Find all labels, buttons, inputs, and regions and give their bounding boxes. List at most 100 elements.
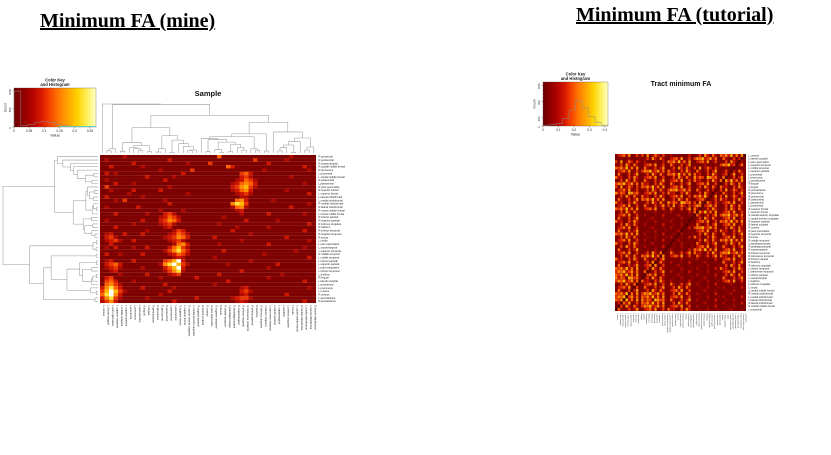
svg-text:L.inferior parietal: L.inferior parietal xyxy=(319,259,339,263)
svg-text:0.25: 0.25 xyxy=(87,129,93,133)
svg-text:L.supramarginal: L.supramarginal xyxy=(718,314,721,326)
svg-text:L.precentral: L.precentral xyxy=(319,171,333,175)
svg-text:200: 200 xyxy=(537,116,541,121)
svg-text:L.pericalcarine: L.pericalcarine xyxy=(138,306,142,323)
svg-text:0: 0 xyxy=(8,127,12,129)
svg-text:R.pericalcarine: R.pericalcarine xyxy=(645,314,648,325)
svg-text:L.transverse temporal: L.transverse temporal xyxy=(749,270,774,274)
svg-text:L.paracentral: L.paracentral xyxy=(319,181,335,185)
svg-text:R.lingual: R.lingual xyxy=(640,314,642,321)
svg-text:R.superior temporal: R.superior temporal xyxy=(215,306,219,329)
svg-text:L.supramarginal: L.supramarginal xyxy=(278,306,282,325)
svg-text:R.supramarginal: R.supramarginal xyxy=(319,161,338,165)
svg-text:R.inferior temporal: R.inferior temporal xyxy=(319,229,341,233)
svg-text:R.isthmus cingulate: R.isthmus cingulate xyxy=(319,222,342,226)
svg-text:R.lingual: R.lingual xyxy=(749,182,759,186)
svg-text:R.superior temporal: R.superior temporal xyxy=(682,314,685,329)
svg-text:R.parahippocampal: R.parahippocampal xyxy=(692,314,695,329)
svg-text:R.lateral orbitofrontal: R.lateral orbitofrontal xyxy=(314,306,318,330)
right-col-labels: L.cuneus L.lateral occipital L.pars opercu… xyxy=(616,314,747,333)
svg-text:0.1: 0.1 xyxy=(42,129,47,133)
svg-text:L.supramarginal: L.supramarginal xyxy=(749,276,768,280)
svg-text:L.parahippocampal: L.parahippocampal xyxy=(690,314,693,328)
svg-text:L.middle temporal: L.middle temporal xyxy=(120,306,124,327)
svg-text:L.precuneus: L.precuneus xyxy=(749,175,764,179)
svg-text:R.superior parietal: R.superior parietal xyxy=(197,306,201,328)
svg-text:L.superior temporal: L.superior temporal xyxy=(319,249,342,253)
svg-text:R.superior parietal: R.superior parietal xyxy=(749,219,770,223)
right-heatmap-title: Tract minimum FA xyxy=(651,81,712,88)
svg-text:L.fusiform: L.fusiform xyxy=(721,314,724,322)
svg-text:R.pericalcarine: R.pericalcarine xyxy=(152,306,156,324)
svg-text:Count: Count xyxy=(533,99,537,108)
svg-text:0: 0 xyxy=(542,128,544,132)
svg-text:L.entorhinal: L.entorhinal xyxy=(745,314,748,323)
svg-text:L.superior temporal: L.superior temporal xyxy=(624,314,627,329)
svg-text:R.pericalcarine: R.pericalcarine xyxy=(319,299,337,303)
svg-text:L.rostral middle frontal: L.rostral middle frontal xyxy=(319,212,345,216)
svg-text:R.caudal middle frontal: R.caudal middle frontal xyxy=(749,304,776,308)
svg-text:R.rostral middle frontal: R.rostral middle frontal xyxy=(319,208,346,212)
svg-text:R.superior temporal: R.superior temporal xyxy=(319,232,342,236)
svg-text:R.caudal anterior cingulate: R.caudal anterior cingulate xyxy=(749,213,780,217)
svg-text:Value: Value xyxy=(50,134,59,138)
svg-text:L.middle temporal: L.middle temporal xyxy=(319,255,340,259)
svg-text:L.superior frontal: L.superior frontal xyxy=(319,192,339,196)
svg-text:L.caudal anterior cingulate: L.caudal anterior cingulate xyxy=(192,306,196,337)
svg-text:R.parahippocampal: R.parahippocampal xyxy=(233,306,237,329)
svg-text:R.caudal anterior cingulate: R.caudal anterior cingulate xyxy=(666,314,669,333)
svg-text:and Histogram: and Histogram xyxy=(40,82,70,87)
svg-text:L.superior frontal: L.superior frontal xyxy=(183,306,187,326)
svg-text:R.lateral occipital: R.lateral occipital xyxy=(674,314,677,327)
svg-text:R.precuneus: R.precuneus xyxy=(648,314,651,323)
svg-text:R.insula: R.insula xyxy=(319,235,329,239)
svg-text:R.caudal middle frontal: R.caudal middle frontal xyxy=(319,165,346,169)
svg-text:R.superior temporal: R.superior temporal xyxy=(749,232,772,236)
svg-text:L.isthmus cingulate: L.isthmus cingulate xyxy=(724,314,727,328)
svg-text:R.superior frontal: R.superior frontal xyxy=(319,188,339,192)
svg-text:0.05: 0.05 xyxy=(26,129,32,133)
svg-text:L.fusiform: L.fusiform xyxy=(319,272,330,276)
svg-text:L.caudal middle frontal: L.caudal middle frontal xyxy=(296,306,300,333)
svg-text:L.lateral occipital: L.lateral occipital xyxy=(749,157,769,161)
svg-text:L.lingual: L.lingual xyxy=(749,185,759,189)
svg-text:L.fusiform: L.fusiform xyxy=(749,279,760,283)
svg-text:R.lingual: R.lingual xyxy=(319,276,330,280)
svg-text:L.lateral occipital: L.lateral occipital xyxy=(319,279,339,283)
svg-text:R.superior parietal: R.superior parietal xyxy=(671,314,674,328)
svg-text:L.caudal anterior cingulate: L.caudal anterior cingulate xyxy=(669,314,672,333)
svg-text:R.postcentral: R.postcentral xyxy=(319,158,335,162)
svg-text:R.superior frontal: R.superior frontal xyxy=(661,314,664,327)
svg-text:L.paracentral: L.paracentral xyxy=(749,201,764,205)
svg-text:L.postcentral: L.postcentral xyxy=(174,306,178,321)
svg-text:L.middle temporal: L.middle temporal xyxy=(627,314,630,327)
svg-text:R.inferior temporal: R.inferior temporal xyxy=(749,251,771,255)
svg-text:0.15: 0.15 xyxy=(56,129,62,133)
svg-text:L.insula: L.insula xyxy=(291,306,295,315)
svg-text:R.fusiform: R.fusiform xyxy=(319,225,331,229)
svg-text:L.pars opercularis: L.pars opercularis xyxy=(319,242,340,246)
svg-text:L.pars triangularis: L.pars triangularis xyxy=(319,266,340,270)
svg-text:L.precentral: L.precentral xyxy=(129,306,133,320)
svg-text:R.precuneus: R.precuneus xyxy=(319,168,334,172)
svg-text:L.parahippocampal: L.parahippocampal xyxy=(228,306,232,328)
svg-text:L.precentral: L.precentral xyxy=(749,172,763,176)
svg-text:L.superior frontal: L.superior frontal xyxy=(663,314,666,327)
left-panel-title: Minimum FA (mine) xyxy=(40,10,216,32)
svg-text:L.pericalcarine: L.pericalcarine xyxy=(749,179,766,183)
left-col-labels: L.cuneus L.lateral occipital L.pars opercu… xyxy=(102,306,318,337)
svg-text:R.transverse temporal: R.transverse temporal xyxy=(700,314,703,330)
svg-text:L.paracentral: L.paracentral xyxy=(170,306,174,322)
svg-text:R.insula: R.insula xyxy=(219,306,223,316)
svg-text:R.postcentral: R.postcentral xyxy=(161,306,165,322)
svg-text:L.lateral orbitofrontal: L.lateral orbitofrontal xyxy=(319,195,343,199)
svg-text:R.transverse temporal: R.transverse temporal xyxy=(246,306,250,332)
svg-text:L.medial orbitofrontal: L.medial orbitofrontal xyxy=(734,314,737,330)
svg-text:R.pars opercularis: R.pars opercularis xyxy=(749,229,771,233)
svg-text:L.lateral orbitofrontal: L.lateral orbitofrontal xyxy=(749,298,773,302)
svg-text:0.3: 0.3 xyxy=(587,128,592,132)
svg-text:L.superior frontal: L.superior frontal xyxy=(749,210,769,214)
svg-text:R.cuneus: R.cuneus xyxy=(206,306,210,318)
svg-text:L.cuneus: L.cuneus xyxy=(319,289,330,293)
svg-text:0: 0 xyxy=(537,126,541,128)
